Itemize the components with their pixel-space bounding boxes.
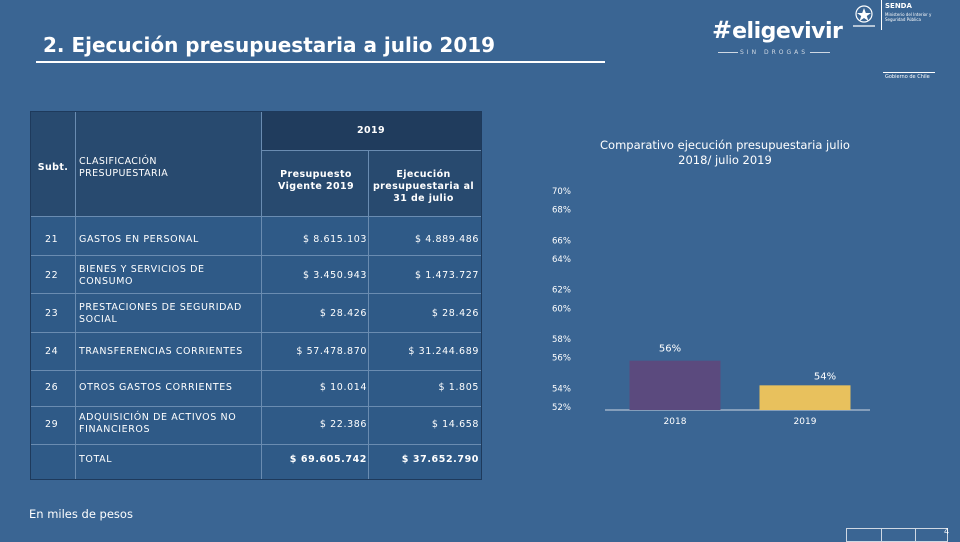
chart-title: Comparativo ejecución presupuestaria jul… [600, 138, 850, 167]
year-header: 2019 [356, 125, 386, 136]
y-tick-label: 66% [552, 236, 571, 246]
total-exec: $ 37.652.790 [401, 454, 479, 465]
table-row-name: GASTOS EN PERSONAL [79, 234, 199, 245]
table-row-exec: $ 14.658 [431, 419, 479, 430]
table-row-budget: $ 57.478.870 [296, 346, 367, 357]
row-divider [31, 332, 481, 333]
table-row-budget: $ 10.014 [319, 382, 367, 393]
page-title: 2. Ejecución presupuestaria a julio 2019 [43, 33, 496, 57]
bar-value-label: 56% [659, 344, 681, 355]
logo-subline-left [718, 52, 738, 53]
bar-2018 [629, 360, 721, 410]
page-box-divider [881, 529, 882, 541]
row-divider [31, 370, 481, 371]
col-divider [75, 112, 76, 479]
bar-2019 [759, 385, 851, 410]
eligevivir-logo: #eligevivir SIN DROGAS [712, 16, 843, 56]
table-row-exec: $ 28.426 [431, 308, 479, 319]
row-divider [31, 444, 481, 445]
budget-table: 2019 Subt. CLASIFICACIÓN PRESUPUESTARIA … [30, 111, 482, 480]
table-row-name: TRANSFERENCIAS CORRIENTES [79, 346, 243, 357]
row-divider [31, 406, 481, 407]
logo-hash: # [712, 16, 733, 44]
col-divider [368, 150, 369, 479]
table-row-budget: $ 8.615.103 [302, 234, 367, 245]
x-category-label: 2018 [664, 417, 687, 427]
table-row-budget: $ 3.450.943 [302, 270, 367, 281]
y-tick-label: 68% [552, 206, 571, 216]
y-tick-label: 62% [552, 286, 571, 296]
row-divider [31, 216, 481, 217]
gobierno-label: Gobierno de Chile [885, 74, 930, 80]
y-tick-label: 56% [552, 354, 571, 364]
table-row-subt: 22 [45, 270, 59, 281]
title-underline [36, 61, 605, 63]
senda-label: SENDA [885, 2, 912, 10]
page-number: 4 [944, 527, 950, 536]
table-row-name: OTROS GASTOS CORRIENTES [79, 382, 233, 393]
y-tick-label: 64% [552, 255, 571, 265]
bar-value-label: 54% [814, 371, 836, 382]
logo-word: eligevivir [732, 19, 843, 44]
table-row-subt: 21 [45, 234, 59, 245]
logo-subline-right [810, 52, 830, 53]
comparison-bar-chart: 52% 54% 56% 58% 60% 62% 64% 66% 68% 70% 56% 2018 54… [552, 187, 870, 427]
y-tick-label: 60% [552, 304, 571, 314]
col-exec-header: Ejecución presupuestaria al 31 de julio [372, 169, 475, 204]
table-row-exec: $ 4.889.486 [414, 234, 479, 245]
year-header-band [261, 112, 481, 150]
total-budget: $ 69.605.742 [289, 454, 367, 465]
ministry-label: Ministerio del Interior y Seguridad Públ… [885, 12, 932, 22]
table-row-subt: 23 [45, 308, 59, 319]
y-tick-label: 70% [552, 187, 571, 197]
y-tick-label: 58% [552, 335, 571, 345]
table-row-exec: $ 1.473.727 [414, 270, 479, 281]
table-row-exec: $ 31.244.689 [408, 346, 479, 357]
table-row-subt: 29 [45, 419, 59, 430]
table-row-subt: 26 [45, 382, 59, 393]
government-logo: SENDA Ministerio del Interior y Segurida… [847, 0, 935, 84]
table-row-subt: 24 [45, 346, 59, 357]
logo-subtitle: SIN DROGAS [740, 49, 809, 56]
page-box-divider [915, 529, 916, 541]
y-tick-label: 52% [552, 403, 571, 413]
table-row-name: PRESTACIONES DE SEGURIDAD SOCIAL [79, 302, 242, 325]
gov-divider-horizontal [883, 72, 935, 73]
coat-of-arms-icon [853, 5, 875, 27]
row-divider [31, 255, 481, 256]
col-subt-header: Subt. [37, 162, 69, 173]
col-class-header: CLASIFICACIÓN PRESUPUESTARIA [79, 156, 169, 179]
row-divider [261, 150, 481, 151]
table-row-name: ADQUISICIÓN DE ACTIVOS NO FINANCIEROS [79, 412, 237, 435]
y-tick-label: 54% [552, 384, 571, 394]
gov-divider-vertical [881, 0, 882, 30]
table-row-name: BIENES Y SERVICIOS DE CONSUMO [79, 264, 205, 287]
table-row-budget: $ 28.426 [319, 308, 367, 319]
footnote: En miles de pesos [29, 507, 133, 521]
table-row-exec: $ 1.805 [438, 382, 479, 393]
col-budget-header: Presupuesto Vigente 2019 [278, 169, 354, 192]
x-category-label: 2019 [794, 417, 817, 427]
col-divider [261, 112, 262, 479]
table-row-budget: $ 22.386 [319, 419, 367, 430]
total-label: TOTAL [79, 454, 113, 465]
row-divider [31, 293, 481, 294]
